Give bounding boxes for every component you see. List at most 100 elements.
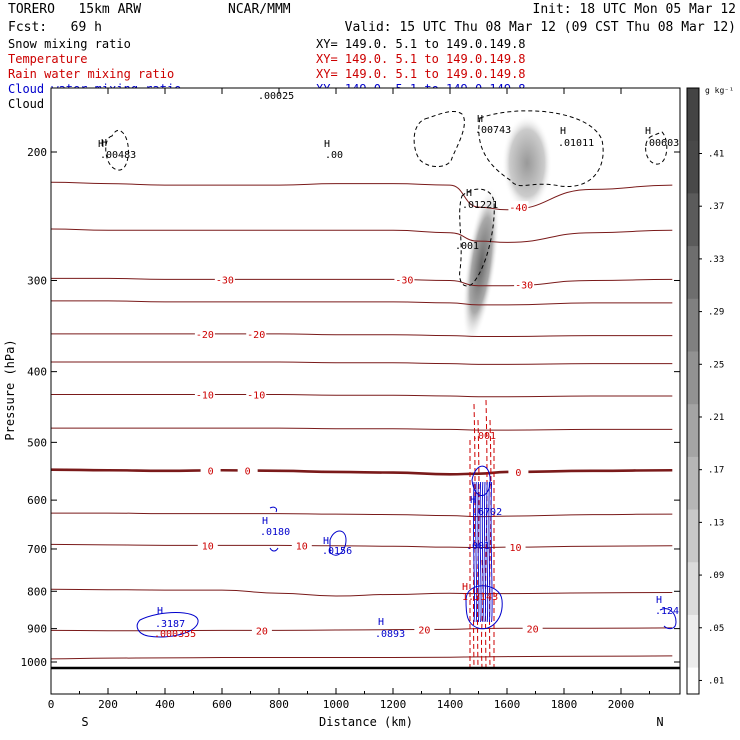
high-marker: H <box>470 495 476 506</box>
cloud-water-contour <box>465 585 503 630</box>
cloud-ice-contour <box>459 188 495 287</box>
high-marker: H <box>157 606 163 617</box>
high-marker: H <box>323 536 329 547</box>
isotherm-label: -10 <box>196 391 214 402</box>
contour-annotation: 1.3143 <box>462 592 498 603</box>
x-tick-label: 1000 <box>323 698 350 711</box>
isotherm-0 <box>51 468 673 476</box>
isotherm--40 <box>51 181 673 211</box>
x-axis: 0 200 400 600 800 1000 1200 1400 1600 1800 2000 <box>48 88 650 711</box>
legend-xy-range: XY= 149.0. 5.1 to 149.0.149.8 <box>316 37 526 51</box>
legend-label: Rain water mixing ratio <box>8 67 174 81</box>
isotherm--5 <box>51 427 673 431</box>
cloud-ice-contour <box>413 111 465 167</box>
isotherm-label: 10 <box>510 543 522 554</box>
contour-annotation: .001 <box>466 541 490 552</box>
contour-annotation: .00603 <box>643 138 679 149</box>
isotherm-15 <box>51 588 673 597</box>
x-tick-label: 600 <box>212 698 232 711</box>
isotherm-label: -20 <box>196 330 214 341</box>
colorbar-segment <box>687 614 699 669</box>
contour-annotation: .6702 <box>472 507 502 518</box>
colorbar-tick-label: .09 <box>708 571 724 581</box>
colorbar-segment <box>687 298 699 352</box>
colorbar-segment <box>687 562 699 616</box>
y-tick-label: 300 <box>27 274 47 287</box>
colorbar-tick-label: .17 <box>708 466 724 476</box>
y-tick-label: 400 <box>27 366 47 379</box>
isotherm--20 <box>51 333 673 337</box>
high-marker: H <box>477 114 483 125</box>
isotherm-label-bg <box>246 327 267 339</box>
colorbar-segment <box>687 509 699 563</box>
isotherm-10 <box>51 543 673 549</box>
cloud-water-contour <box>659 608 677 630</box>
colorbar-tick-label: .29 <box>708 308 724 318</box>
direction-left-label: S <box>81 715 88 729</box>
snow-shading-upper <box>502 115 552 211</box>
colorbar-tick-label: .01 <box>708 676 724 686</box>
cloud-water-contour <box>472 481 476 623</box>
colorbar-tick-label: .25 <box>708 360 724 370</box>
cloud-water-contour <box>479 481 482 623</box>
x-tick-label: 1200 <box>380 698 407 711</box>
legend-xy-range: XY= 149.0. 5.1 to 149.0.149.8 <box>316 67 526 81</box>
rain-contour <box>469 440 495 668</box>
isotherm-label-bg <box>522 622 543 634</box>
y-tick-label: 900 <box>27 623 47 636</box>
colorbar-segment <box>687 456 699 511</box>
y-tick-label: 1000 <box>21 656 48 669</box>
x-tick-label: 1400 <box>437 698 464 711</box>
colorbar-segment <box>687 404 699 458</box>
colorbar: .41 .37 .33 .29 .25 .21 .17 .13 .09 .05 .01 <box>686 87 724 721</box>
isotherm-label: -10 <box>247 391 265 402</box>
cloud-water-contour <box>269 506 279 552</box>
y-axis-label: Pressure (hPa) <box>3 339 17 440</box>
isotherm-label: -30 <box>515 281 533 292</box>
colorbar-tick-label: .13 <box>708 518 724 528</box>
cloud-ice-contour <box>105 129 129 171</box>
isotherm-label: -40 <box>509 203 527 214</box>
isotherm-25 <box>51 655 673 660</box>
contour-annotation: H <box>101 138 107 149</box>
isotherm-label: -30 <box>216 275 234 286</box>
contour-annotation: .0156 <box>322 546 352 557</box>
x-axis-label: Distance (km) <box>319 715 413 729</box>
cloud-ice-contour <box>478 110 604 187</box>
isotherm-label-bg <box>246 388 267 400</box>
isotherm-label: 20 <box>527 624 539 635</box>
isotherm-label: 20 <box>256 626 268 637</box>
contour-annotation: .1245 <box>655 606 685 617</box>
colorbar-tick-label: .41 <box>708 150 724 160</box>
high-marker: H <box>98 139 104 150</box>
isotherm-label-bg <box>214 273 235 285</box>
contour-annotation: .00025 <box>258 91 294 102</box>
contour-annotation: .3187 <box>155 619 185 630</box>
isotherm-label: 10 <box>202 541 214 552</box>
colorbar-tick-label: .33 <box>708 255 724 265</box>
high-marker: H <box>462 582 468 593</box>
cloud-water-contour <box>471 465 491 496</box>
cloud-water-contour <box>136 612 199 638</box>
cloud-water-contour <box>486 481 489 623</box>
isotherm-label-bg <box>197 539 218 551</box>
isotherm-label: 20 <box>418 625 430 636</box>
isotherm-label-bg <box>394 273 415 285</box>
colorbar-tick-label: .21 <box>708 413 724 423</box>
high-marker: H <box>656 595 662 606</box>
contour-annotation: .001 <box>455 241 479 252</box>
colorbar-segment <box>687 246 699 300</box>
y-tick-label: 200 <box>27 146 47 159</box>
cloud-water-contour <box>481 481 484 623</box>
isotherm--25 <box>51 300 673 306</box>
x-tick-label: 400 <box>155 698 175 711</box>
init-time: Init: 18 UTC Mon 05 Mar 12 <box>533 2 737 17</box>
isotherm-5 <box>51 512 673 518</box>
isotherm-label: 10 <box>296 542 308 553</box>
plot-frame <box>50 87 681 695</box>
colorbar-unit: g kg⁻¹ <box>705 86 734 95</box>
x-tick-label: 800 <box>269 698 289 711</box>
